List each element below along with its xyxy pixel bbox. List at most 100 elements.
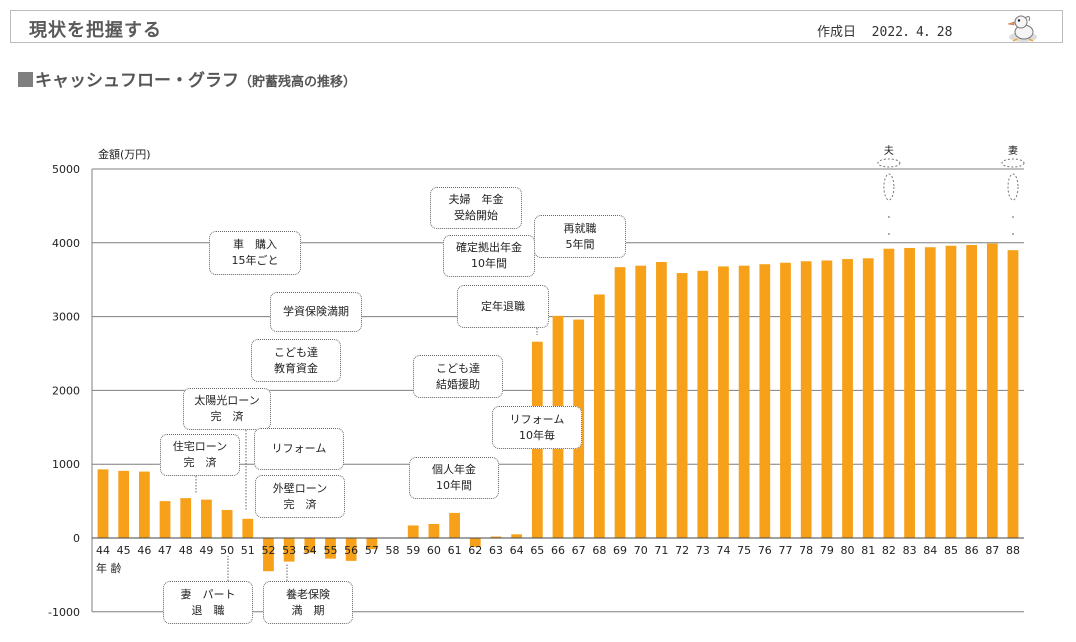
bar-age-73 (697, 270, 709, 538)
bar-age-79 (821, 260, 833, 538)
bar-age-49 (201, 499, 212, 538)
marker-halo (1001, 158, 1025, 168)
x-tick-label: 76 (758, 544, 772, 557)
x-tick-label: 74 (716, 544, 730, 557)
bar-age-81 (862, 258, 874, 538)
bar-age-60 (428, 523, 440, 538)
section-title-text: キャッシュフロー・グラフ (35, 71, 239, 91)
x-tick-label: 61 (448, 544, 462, 557)
marker-loop (1007, 173, 1019, 201)
x-tick-label: 65 (530, 544, 544, 557)
annotation-callout: 外壁ローン 完 済 (255, 475, 345, 518)
y-tick-label: 0 (73, 532, 80, 545)
y-tick-label: 5000 (52, 163, 80, 176)
section-subtitle: （貯蓄残高の推移） (239, 75, 357, 90)
section-square-icon (18, 72, 33, 87)
header-bar: 現状を把握する 作成日 2022．4．28 (10, 10, 1063, 43)
x-tick-label: 82 (882, 544, 896, 557)
annotation-callout: 太陽光ローン 完 済 (183, 388, 271, 430)
y-tick-label: 1000 (52, 458, 80, 471)
bar-age-78 (800, 261, 812, 538)
y-tick-label: -1000 (48, 606, 80, 619)
annotation-callout: 学資保険満期 (270, 292, 362, 332)
bar-age-51 (242, 518, 254, 538)
y-tick-label: 2000 (52, 384, 80, 397)
x-tick-label: 60 (427, 544, 441, 557)
bar-age-72 (676, 273, 688, 538)
bar-age-48 (180, 498, 192, 538)
bar-age-45 (118, 470, 130, 538)
bar-age-54 (304, 538, 316, 553)
x-tick-label: 71 (654, 544, 668, 557)
bar-age-75 (738, 265, 750, 538)
page-title: 現状を把握する (29, 20, 162, 41)
x-tick-label: 66 (551, 544, 565, 557)
x-tick-label: 54 (303, 544, 317, 557)
marker-dot (1012, 216, 1014, 218)
x-tick-label: 80 (841, 544, 855, 557)
x-tick-label: 86 (965, 544, 979, 557)
bar-age-74 (718, 266, 729, 538)
marker-label: 夫 (884, 145, 894, 157)
bar-age-70 (635, 265, 647, 538)
x-tick-label: 44 (96, 544, 110, 557)
section-title: キャッシュフロー・グラフ（貯蓄残高の推移） (18, 66, 356, 91)
x-tick-label: 59 (406, 544, 420, 557)
x-tick-label: 72 (675, 544, 689, 557)
duck-mascot-icon (1007, 15, 1037, 42)
annotation-callout: リフォーム (254, 428, 344, 470)
x-tick-label: 75 (737, 544, 751, 557)
x-tick-label: 88 (1006, 544, 1020, 557)
marker-halo (877, 158, 901, 168)
annotation-callout: 個人年金 10年間 (409, 457, 499, 499)
bar-age-80 (842, 259, 853, 538)
annotation-callout: リフォーム 10年毎 (492, 406, 582, 449)
x-tick-label: 69 (613, 544, 627, 557)
created-date: 作成日 2022．4．28 (817, 21, 952, 40)
x-tick-label: 50 (220, 544, 234, 557)
x-tick-label: 81 (861, 544, 875, 557)
annotation-callout: 確定拠出年金 10年間 (443, 235, 535, 277)
bar-age-53 (283, 538, 295, 562)
bar-age-56 (345, 538, 357, 561)
x-tick-label: 58 (386, 544, 400, 557)
bar-age-71 (656, 261, 667, 538)
x-tick-label: 57 (365, 544, 379, 557)
y-tick-label: 4000 (52, 237, 80, 250)
x-tick-label: 87 (985, 544, 999, 557)
annotation-callout: 定年退職 (457, 285, 549, 328)
x-tick-label: 62 (468, 544, 482, 557)
bar-age-88 (1007, 250, 1019, 538)
x-tick-label: 73 (696, 544, 710, 557)
bar-age-52 (263, 538, 274, 572)
bar-age-50 (221, 509, 233, 538)
annotation-callout: 妻 パート 退 職 (163, 581, 253, 624)
annotation-callout: 養老保険 満 期 (263, 581, 353, 624)
annotation-callout: こども達 結婚援助 (413, 355, 503, 398)
bar-age-47 (159, 501, 171, 538)
x-tick-label: 84 (923, 544, 937, 557)
x-tick-label: 51 (241, 544, 255, 557)
bar-age-61 (449, 512, 460, 538)
x-tick-label: 53 (282, 544, 296, 557)
bar-age-62 (469, 538, 481, 547)
bar-age-68 (593, 294, 605, 538)
annotation-callout: 再就職 5年間 (534, 215, 626, 258)
annotation-callout: 夫婦 年金 受給開始 (430, 187, 522, 229)
bar-age-63 (490, 536, 502, 538)
x-tick-label: 49 (199, 544, 213, 557)
x-tick-label: 85 (944, 544, 958, 557)
created-date-value: 2022．4．28 (871, 25, 953, 40)
x-tick-label: 47 (158, 544, 172, 557)
bar-age-55 (325, 538, 336, 559)
bar-age-57 (366, 538, 378, 550)
bar-age-46 (138, 471, 150, 538)
x-tick-label: 70 (634, 544, 648, 557)
x-tick-label: 56 (344, 544, 358, 557)
x-tick-label: 63 (489, 544, 503, 557)
x-tick-label: 46 (137, 544, 151, 557)
x-tick-label: 48 (179, 544, 193, 557)
x-tick-label: 68 (592, 544, 606, 557)
x-tick-label: 64 (510, 544, 524, 557)
bar-age-59 (407, 525, 419, 538)
